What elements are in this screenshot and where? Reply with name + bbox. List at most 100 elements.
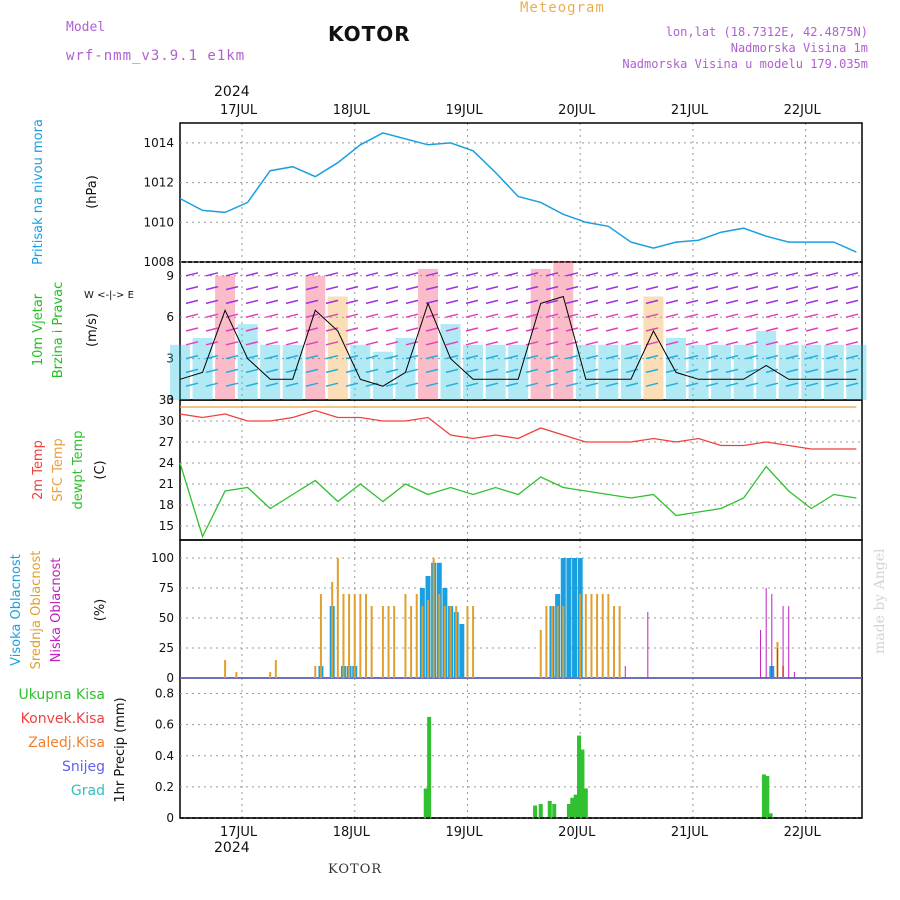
cloud-bar: [584, 594, 587, 678]
wind-barb-area: [395, 337, 416, 400]
wind-barb: [185, 341, 199, 346]
wind-barb: [385, 285, 399, 291]
wind-barb: [445, 299, 459, 305]
wind-barb: [645, 382, 659, 387]
wind-barb: [245, 341, 259, 346]
day-label-top: 17JUL: [220, 103, 258, 118]
wind-barb-area: [846, 344, 867, 400]
cloud-bar: [590, 594, 593, 678]
wind-barb: [385, 382, 399, 387]
wind-barb: [625, 327, 639, 332]
wind-barb: [545, 354, 559, 360]
wind-barb: [245, 272, 259, 277]
wind-barb: [745, 354, 759, 360]
wind-barb: [225, 341, 239, 346]
wind-barb: [445, 368, 459, 374]
cloud-bar: [455, 606, 458, 678]
cloud-tick: 100: [151, 551, 174, 565]
wind-barb: [585, 354, 599, 360]
wind-barb: [405, 285, 419, 291]
wind-barb: [665, 341, 679, 346]
wind-barb: [185, 285, 199, 291]
wind-barb: [805, 285, 819, 291]
cloud-bar: [782, 606, 784, 678]
precip-bar: [570, 797, 575, 818]
wind-barb: [765, 368, 779, 374]
day-label-bottom: 18JUL: [333, 825, 371, 840]
wind-barb: [805, 341, 819, 346]
wind-barb: [785, 341, 799, 346]
wind-barb: [485, 382, 499, 387]
wind-barb: [745, 382, 759, 387]
cloud-bar: [466, 606, 469, 678]
wind-barb: [525, 272, 539, 277]
cloud-bar: [269, 672, 272, 678]
wind-barb: [305, 354, 319, 360]
wind-barb: [325, 368, 339, 374]
wind-barb: [545, 272, 559, 277]
wind-barb: [365, 368, 379, 374]
elevation: Nadmorska Visina 1m: [730, 41, 868, 55]
wind-barb: [385, 354, 399, 360]
day-label-bottom: 20JUL: [558, 825, 596, 840]
precip-bar: [552, 804, 557, 818]
wind-barb: [285, 299, 299, 305]
wind-barb: [425, 354, 439, 360]
wind-barb: [585, 382, 599, 387]
wind-barb: [645, 341, 659, 346]
wind-barb: [625, 285, 639, 291]
wind-barb: [265, 341, 279, 346]
wind-barb: [485, 313, 499, 318]
wind-barb: [205, 285, 219, 291]
wind-barb: [785, 327, 799, 332]
pressure-tick: 1012: [143, 176, 174, 190]
wind-barb: [505, 341, 519, 346]
panel-frame-3: [179, 539, 863, 679]
wind-barb: [185, 272, 199, 277]
wind-barb: [465, 354, 479, 360]
wind-barb: [685, 368, 699, 374]
wind-barb: [445, 285, 459, 291]
wind-barb: [325, 272, 339, 277]
wind-barb: [705, 299, 719, 305]
wind-barb: [625, 272, 639, 277]
wind-barb: [405, 382, 419, 387]
wind-barb: [405, 313, 419, 318]
wind-barb: [805, 272, 819, 277]
wind-barb: [645, 299, 659, 305]
wind-barb: [725, 272, 739, 277]
cloud-bar: [370, 606, 373, 678]
cloud-bar: [336, 558, 339, 678]
wind-barb: [765, 341, 779, 346]
wind-barb: [505, 299, 519, 305]
wind-barb-area: [372, 351, 393, 400]
cloud-bar: [274, 660, 277, 678]
wind-barb: [305, 272, 319, 277]
wind-barb: [405, 299, 419, 305]
cloud-bar: [410, 606, 413, 678]
coordinates: lon,lat (18.7312E, 42.4875N): [665, 25, 868, 39]
wind-barb: [385, 368, 399, 374]
wind-barb: [845, 341, 859, 346]
wind-barb: [665, 368, 679, 374]
wind-barb: [505, 272, 519, 277]
wind-barb: [705, 354, 719, 360]
wind-barb: [245, 368, 259, 374]
precip-bar: [573, 794, 578, 818]
station-title: KOTOR: [328, 22, 411, 46]
wind-barb: [185, 354, 199, 360]
cloud-bar: [539, 630, 542, 678]
wind-barb: [565, 382, 579, 387]
wind-barb: [325, 285, 339, 291]
wind-barb: [205, 327, 219, 332]
wind-barb: [285, 354, 299, 360]
meteogram-title: Meteogram: [520, 0, 605, 16]
wind-barb: [745, 285, 759, 291]
cloud-bar: [359, 594, 362, 678]
cloud-bar: [551, 606, 553, 678]
cloud-label-3: Niska Oblacnost: [49, 558, 64, 663]
cloud-tick: 0: [166, 671, 174, 685]
wind-barb: [765, 272, 779, 277]
year-bottom: 2024: [214, 840, 250, 856]
cloud-bar: [601, 594, 604, 678]
